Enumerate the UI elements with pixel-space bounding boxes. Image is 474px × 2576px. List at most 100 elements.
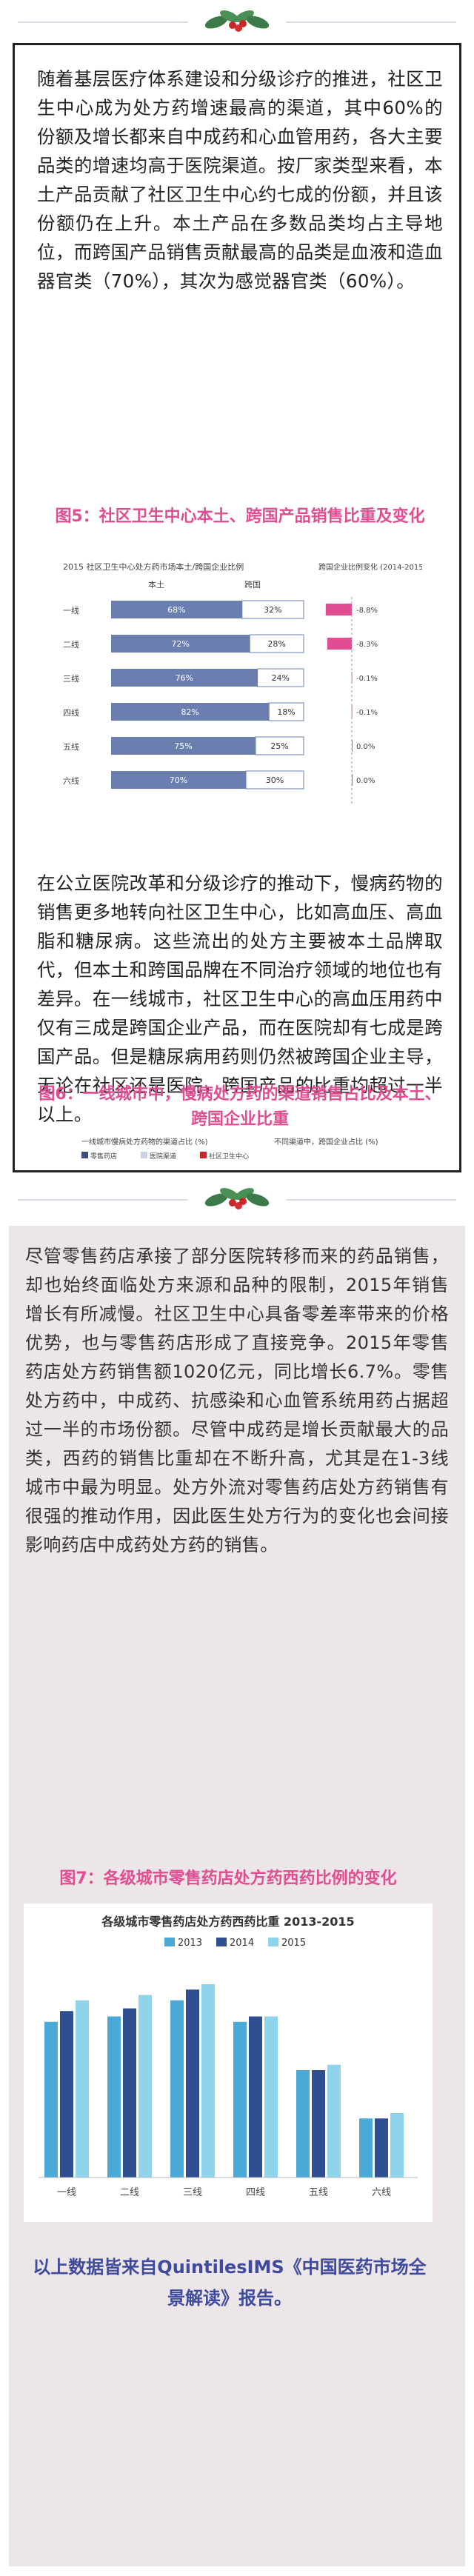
figure5-change-bar — [327, 638, 352, 650]
figure5-label-mnc: 32% — [264, 605, 281, 615]
figure7-bar — [249, 2016, 262, 2178]
figure7-bar — [312, 2070, 325, 2178]
figure7-bar — [359, 2118, 373, 2178]
top-ornament — [0, 0, 474, 43]
figure7-chart-title: 各级城市零售药店处方药西药比重 2013-2015 — [101, 1915, 354, 1929]
figure5-label-local: 82% — [181, 707, 198, 717]
figure5-left-title: 2015 社区卫生中心处方药市场本土/跨国企业比例 — [63, 561, 244, 572]
figure7-category-label: 一线 — [57, 2187, 76, 2198]
figure5-label-local: 70% — [170, 775, 187, 785]
figure6-left-title: 一线城市慢病处方药物的渠道占比 (%) — [81, 1137, 208, 1147]
figure6-legend-label: 零售药店 — [90, 1152, 117, 1161]
figure5-rows: 一线 68% 32% -8.8% 二线 72% 28% -8.3% 三线 76% 24% -0.1% 四… — [63, 597, 378, 805]
figure7-category-label: 三线 — [183, 2187, 202, 2198]
figure5-change-value: -8.8% — [356, 607, 378, 615]
figure7-bar — [327, 2064, 341, 2178]
figure5-bar-local — [111, 703, 270, 721]
figure5-bar-mnc — [268, 702, 304, 721]
figure5-category-label: 四线 — [63, 707, 79, 718]
figure5-label-mnc: 28% — [267, 639, 285, 649]
figure5-category-label: 一线 — [63, 605, 79, 615]
figure5-bar-mnc — [241, 600, 304, 619]
figure7-title: 图7：各级城市零售药店处方药西药比例的变化 — [59, 1869, 397, 1888]
figure7-bar — [76, 2000, 89, 2178]
figure5-label-mnc: 25% — [270, 741, 288, 751]
figure5-bar-local — [111, 771, 246, 789]
figure5-label-mnc: 24% — [272, 673, 290, 683]
paragraph-retail-pharmacy: 尽管零售药店承接了部分医院转移而来的药品销售，却也始终面临处方来源和品种的限制，… — [25, 1246, 449, 1555]
figure5-category-label: 六线 — [63, 775, 79, 786]
ornament-line-right — [286, 21, 456, 23]
figure5-bar-local — [111, 669, 258, 687]
data-source-note: 以上数据皆来自QuintilesIMS《中国医药市场全景解读》报告。 — [33, 2257, 427, 2309]
figure7-bars: 一线 二线 三线 四线 五线 六线 — [44, 1984, 404, 2198]
figure7-category-label: 五线 — [309, 2187, 328, 2198]
figure5-change-bar — [351, 706, 353, 718]
figure5-change-bar — [325, 604, 352, 615]
figure6-legend-swatch — [81, 1152, 88, 1158]
middle-ornament — [0, 1178, 474, 1221]
figure6-chart: 一线城市慢病处方药物的渠道占比 (%) 不同渠道中，跨国企业占比 (%) 零售药… — [81, 1137, 378, 1161]
figure7-legend-swatch — [216, 1938, 227, 1946]
paragraph-community-health: 随着基层医疗体系建设和分级诊疗的推进，社区卫生中心成为处方药增速最高的渠道，其中… — [37, 68, 443, 292]
figure6-legend-label: 医院渠道 — [150, 1152, 176, 1161]
figure5-legend-mnc: 跨国 — [244, 580, 261, 590]
figure5-label-local: 75% — [174, 741, 192, 751]
figure7-legend-label: 2015 — [281, 1938, 306, 1949]
holly-ornament-icon — [204, 1187, 270, 1209]
paragraph-chronic-disease: 在公立医院改革和分级诊疗的推动下，慢病药物的销售更多地转向社区卫生中心，比如高血… — [37, 872, 443, 1125]
figure7-bar — [233, 2021, 247, 2178]
figure7-legend-label: 2013 — [178, 1938, 202, 1949]
figure7-legend-label: 2014 — [230, 1938, 254, 1949]
figure7-legend-swatch — [268, 1938, 278, 1946]
section-box-1: 随着基层医疗体系建设和分级诊疗的推进，社区卫生中心成为处方药增速最高的渠道，其中… — [13, 43, 461, 1172]
figure5-title: 图5：社区卫生中心本土、跨国产品销售比重及变化 — [55, 507, 425, 526]
figure5-bar-local — [111, 601, 242, 618]
figure5-bar-mnc — [255, 736, 304, 755]
figure7-bar — [375, 2118, 388, 2178]
figure5-bar-mnc — [257, 668, 304, 687]
figure6-legend: 零售药店 医院渠道 社区卫生中心 — [81, 1152, 249, 1161]
figure5-category-label: 二线 — [63, 639, 79, 650]
figure7-bar — [138, 1995, 152, 2178]
figure6-title: 图6：一线城市中，慢病处方药的渠道销售占比及本土、跨国企业比重 — [39, 1085, 441, 1129]
figure7-bar — [107, 2016, 121, 2178]
figure7-bar — [123, 2008, 136, 2178]
figure7-bar — [296, 2070, 310, 2178]
figure7-category-label: 四线 — [246, 2187, 265, 2198]
figure5-label-local: 72% — [171, 639, 189, 649]
figure6-legend-label: 社区卫生中心 — [209, 1152, 249, 1161]
figure5-category-label: 三线 — [63, 673, 79, 684]
figure7-bar — [201, 1984, 215, 2178]
figure5-label-mnc: 30% — [266, 775, 284, 785]
figure7-legend-swatch — [164, 1938, 175, 1946]
ornament-line-left — [18, 21, 188, 23]
figure5-change-value: -0.1% — [356, 675, 378, 683]
ornament-line-right-2 — [286, 1199, 456, 1201]
figure5-right-title: 跨国企业比例变化 (2014-2015) — [318, 562, 422, 572]
figure5-change-value: 0.0% — [356, 777, 375, 785]
figure5-bar-local — [111, 737, 256, 755]
figure5-bar-mnc — [249, 634, 304, 653]
figure5-bar-mnc — [245, 770, 304, 790]
figure5-change-value: -8.3% — [356, 641, 378, 649]
figure6-right-title: 不同渠道中，跨国企业占比 (%) — [274, 1137, 378, 1147]
figure5-change-value: -0.1% — [356, 709, 378, 717]
figure5-category-label: 五线 — [63, 741, 79, 752]
figure5-label-local: 76% — [176, 673, 193, 683]
figure5-legend-local: 本土 — [148, 579, 164, 590]
figure6-legend-swatch — [200, 1152, 207, 1158]
section-box-2: 尽管零售药店承接了部分医院转移而来的药品销售，却也始终面临处方来源和品种的限制，… — [9, 1226, 465, 2566]
figure7-bar — [60, 2011, 73, 2178]
figure6-legend-swatch — [141, 1152, 147, 1158]
figure5-chart: 2015 社区卫生中心处方药市场本土/跨国企业比例 跨国企业比例变化 (2014… — [59, 556, 422, 852]
figure7-bar — [264, 2016, 278, 2178]
figure7-bar — [44, 2021, 58, 2178]
figure7-bar — [186, 1989, 199, 2178]
figure7-chart: 各级城市零售药店处方药西药比重 2013-2015 2013 2014 2015 一… — [24, 1903, 433, 2222]
figure5-bar-local — [111, 635, 250, 653]
ornament-line-left-2 — [18, 1199, 188, 1201]
figure5-change-value: 0.0% — [356, 743, 375, 751]
figure5-label-mnc: 18% — [277, 707, 295, 717]
